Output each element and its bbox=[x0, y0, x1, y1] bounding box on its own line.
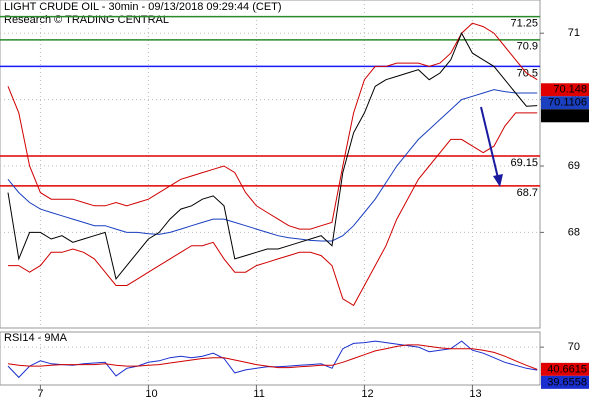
x-tick-label: 7 bbox=[37, 388, 43, 400]
y-tick-label: 71 bbox=[568, 27, 580, 39]
price-tag bbox=[541, 83, 589, 97]
level-label: 70.9 bbox=[517, 41, 538, 53]
y-tick-label: 70 bbox=[568, 341, 580, 353]
x-tick-label: 12 bbox=[361, 388, 373, 400]
chart-subtitle: Research © TRADING CENTRAL bbox=[4, 14, 169, 26]
series-line bbox=[8, 112, 538, 307]
forecast-arrow bbox=[480, 106, 503, 187]
price-tag bbox=[541, 109, 589, 123]
series-line bbox=[7, 22, 538, 230]
x-tick-label: 13 bbox=[469, 388, 481, 400]
price-panel bbox=[0, 0, 541, 329]
price-tag-label: 40.6615 bbox=[547, 363, 587, 375]
series-line bbox=[7, 89, 538, 242]
chart-title: LIGHT CRUDE OIL - 30min - 09/13/2018 09:… bbox=[4, 1, 282, 13]
series-line bbox=[7, 32, 538, 281]
level-label: 69.15 bbox=[510, 157, 538, 169]
level-label: 68.7 bbox=[517, 187, 538, 199]
price-tag bbox=[541, 362, 589, 376]
price-tag-label: 70.1106 bbox=[548, 97, 587, 109]
price-tag-label: 70.148 bbox=[553, 84, 587, 96]
x-tick-label: 11 bbox=[253, 388, 264, 400]
price-tag-label: 39.6558 bbox=[547, 376, 587, 388]
series-line bbox=[7, 340, 538, 379]
series-line bbox=[7, 344, 538, 370]
rsi-title: RSI14 - 9MA bbox=[4, 332, 68, 344]
y-tick-label: 69 bbox=[568, 160, 580, 172]
rsi-panel bbox=[0, 331, 541, 386]
level-label: 71.25 bbox=[510, 18, 538, 30]
price-tag-label: 69.91 bbox=[559, 110, 587, 122]
price-tag bbox=[541, 375, 589, 389]
y-tick-label: 68 bbox=[568, 226, 580, 238]
x-tick-label: 10 bbox=[145, 388, 157, 400]
price-tag bbox=[541, 96, 589, 110]
